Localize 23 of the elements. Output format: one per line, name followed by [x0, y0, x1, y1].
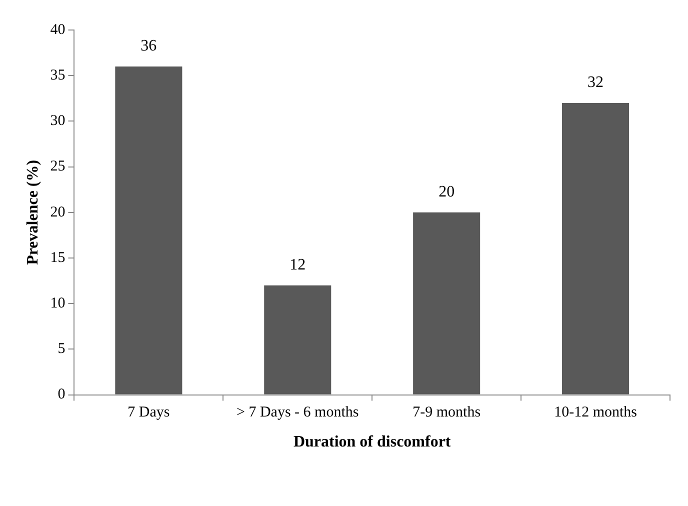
bar — [264, 285, 332, 394]
x-tick-label: 7 Days — [128, 404, 170, 421]
y-tick-label: 10 — [50, 296, 66, 312]
bar — [562, 102, 630, 394]
x-axis-title: Duration of discomfort — [293, 434, 452, 451]
y-tick-label: 15 — [50, 250, 66, 266]
bar — [115, 66, 182, 394]
y-tick-label: 20 — [50, 204, 66, 220]
x-tick-label: 10-12 months — [554, 404, 638, 421]
data-label: 12 — [290, 256, 306, 274]
x-tick-label: > 7 Days - 6 months — [236, 404, 359, 421]
y-tick-label: 40 — [50, 22, 66, 38]
x-tick-label: 7-9 months — [412, 404, 481, 421]
y-tick-label: 30 — [50, 113, 66, 130]
data-label: 36 — [140, 38, 157, 55]
y-axis-title: Prevalence (%) — [24, 160, 42, 265]
y-tick-label: 35 — [50, 68, 66, 84]
bar — [413, 212, 480, 394]
y-tick-label: 0 — [58, 386, 66, 403]
data-label: 32 — [588, 74, 604, 92]
data-label: 20 — [438, 184, 455, 201]
y-tick-label: 25 — [50, 158, 66, 175]
y-tick-label: 5 — [58, 341, 66, 358]
